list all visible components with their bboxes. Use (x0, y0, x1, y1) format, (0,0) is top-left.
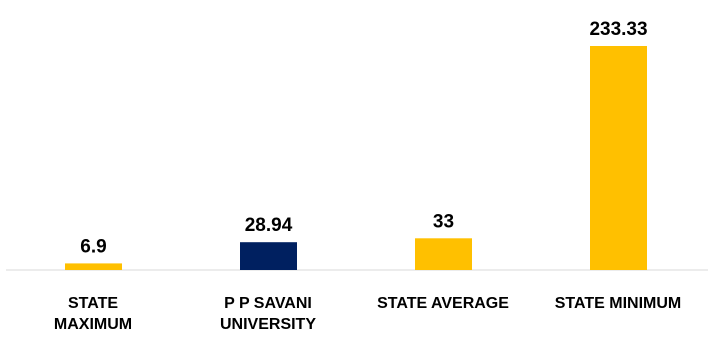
bar-state-minimum (590, 46, 647, 270)
data-label-state-maximum: 6.9 (80, 236, 106, 257)
category-label-state-average: STATE AVERAGE (377, 295, 509, 312)
bar-pp-savani-university (240, 242, 297, 270)
data-label-state-minimum: 233.33 (589, 19, 647, 40)
category-label-state-maximum: STATE MAXIMUM (53, 295, 133, 333)
category-label-pp-savani-university: P P SAVANI UNIVERSITY (219, 295, 316, 333)
data-label-pp-savani-university: 28.94 (245, 215, 293, 236)
category-label-state-minimum: STATE MINIMUM (554, 295, 682, 312)
bar-state-maximum (65, 263, 122, 270)
data-label-state-average: 33 (433, 211, 454, 232)
bar-state-average (415, 238, 472, 270)
